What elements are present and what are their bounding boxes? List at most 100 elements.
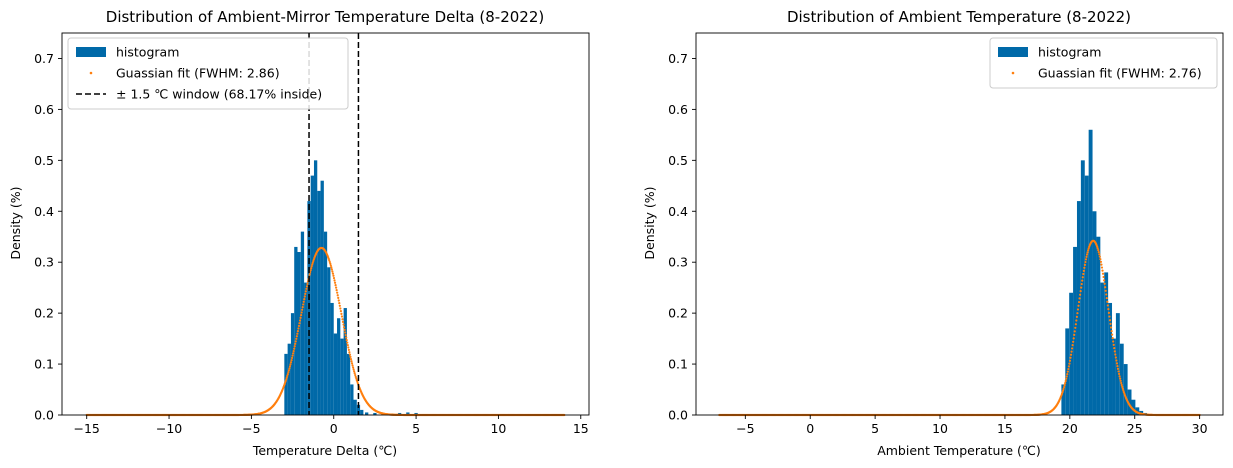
gaussian-fit-point <box>285 378 288 381</box>
gaussian-fit-point <box>347 348 350 352</box>
gaussian-fit-point <box>337 299 340 302</box>
gaussian-fit-point <box>289 361 293 364</box>
gaussian-fit-point <box>353 370 356 373</box>
y-tick-label: 0.3 <box>34 255 54 270</box>
gaussian-fit-point <box>1101 269 1104 272</box>
gaussian-fit-point <box>293 345 296 348</box>
gaussian-fit-point <box>1096 247 1099 250</box>
gaussian-fit-point <box>1076 308 1080 311</box>
gaussian-fit-point <box>285 376 288 379</box>
gaussian-fit-point <box>1099 260 1103 263</box>
histogram-bar <box>297 252 301 415</box>
gaussian-fit-point <box>1103 282 1106 285</box>
gaussian-fit-point <box>296 332 299 335</box>
gaussian-fit-point <box>1107 311 1111 314</box>
gaussian-fit-point <box>1109 326 1113 329</box>
histogram-bar <box>337 318 341 415</box>
gaussian-fit-point <box>1083 263 1087 266</box>
gaussian-fit-point <box>329 262 332 265</box>
gaussian-fit-point <box>329 264 332 267</box>
gaussian-fit-point <box>1081 276 1084 279</box>
gaussian-fit-point <box>1062 385 1066 389</box>
gaussian-fit-point <box>1098 253 1101 256</box>
x-tick-label: 20 <box>1062 421 1078 436</box>
y-tick-label: 0.2 <box>668 306 688 321</box>
gaussian-fit-point <box>1108 319 1112 322</box>
x-tick-label: 10 <box>490 421 506 436</box>
gaussian-fit-point <box>1103 279 1106 282</box>
gaussian-fit-point <box>1074 323 1077 326</box>
gaussian-fit-point <box>288 367 291 370</box>
gaussian-fit-point <box>1122 389 1125 392</box>
gaussian-fit-point <box>340 315 344 318</box>
gaussian-fit-point <box>1074 326 1077 329</box>
gaussian-fit-point <box>1061 389 1065 392</box>
gaussian-fit-point <box>1119 377 1122 380</box>
legend-label: ± 1.5 ℃ window (68.17% inside) <box>116 87 322 102</box>
gaussian-fit-point <box>298 319 302 322</box>
gaussian-fit-point <box>304 290 307 293</box>
gaussian-fit-point <box>1119 379 1122 382</box>
gaussian-fit-point <box>340 312 343 315</box>
gaussian-fit-point <box>1079 293 1082 296</box>
histogram-bar <box>1123 364 1128 415</box>
gaussian-fit-point <box>1069 356 1072 359</box>
gaussian-fit-point <box>294 340 297 343</box>
gaussian-fit-point <box>1073 333 1076 337</box>
gaussian-fit-point <box>1070 347 1074 350</box>
histogram-bar <box>1080 160 1085 415</box>
gaussian-fit-point <box>351 364 354 367</box>
gaussian-fit-point <box>1085 253 1089 256</box>
gaussian-fit-point <box>1066 373 1069 376</box>
gaussian-fit-point <box>303 295 306 298</box>
gaussian-fit-point <box>1077 304 1080 307</box>
gaussian-fit-point <box>1116 367 1120 370</box>
histogram-bar <box>300 231 305 415</box>
gaussian-fit-point <box>288 365 292 368</box>
histogram-bar <box>1119 343 1124 415</box>
histogram-bar <box>287 343 291 415</box>
histogram-bar <box>1112 338 1116 415</box>
gaussian-fit-point <box>352 368 355 371</box>
x-axis-label: Temperature Delta (℃) <box>252 443 397 458</box>
histogram-bar <box>1127 389 1132 415</box>
gaussian-fit-point <box>330 268 333 271</box>
histogram-bar <box>1131 399 1136 415</box>
gaussian-fit-point <box>342 326 346 329</box>
gaussian-fit-point <box>286 373 289 376</box>
plot-area: −5 0 5 10 15 20 25 30 0.0 0.1 0.2 0.3 0.4 0.5 0.6 0.7 hi… <box>668 32 1224 436</box>
histogram-bar <box>340 338 344 415</box>
y-tick-label: 0.6 <box>668 102 688 117</box>
gaussian-fit-point <box>303 298 306 301</box>
gaussian-fit-point <box>328 259 331 262</box>
histogram-bar <box>406 412 410 415</box>
histogram-bar <box>1061 384 1066 415</box>
x-tick-label: 5 <box>871 421 879 436</box>
histogram-bar <box>1108 302 1113 415</box>
gaussian-fit-point <box>1109 322 1112 325</box>
chart-ambient-temperature: Distribution of Ambient Temperature (8-2… <box>642 8 1224 458</box>
gaussian-fit-point <box>290 359 293 362</box>
gaussian-fit-point <box>306 282 309 285</box>
gaussian-fit-point <box>1070 350 1073 353</box>
x-tick-label: 15 <box>573 421 589 436</box>
histogram-bar <box>1076 201 1081 415</box>
histogram-bar <box>1084 175 1089 415</box>
legend: histogram Guassian fit (FWHM: 2.76) <box>989 37 1218 89</box>
histogram-bar <box>1088 129 1093 416</box>
gaussian-fit-point <box>1105 296 1108 300</box>
gaussian-fit-point <box>350 360 353 363</box>
histogram-bar <box>373 412 377 415</box>
gaussian-fit-point <box>1069 353 1073 356</box>
histogram-bar <box>1135 407 1140 415</box>
histogram-bar <box>317 190 321 415</box>
histogram-bar <box>360 409 364 415</box>
legend: histogram Guassian fit (FWHM: 2.86) ± 1.5 … <box>67 37 349 110</box>
histogram-bar <box>346 353 351 415</box>
gaussian-fit-point <box>330 266 333 269</box>
gaussian-fit-point <box>1102 275 1105 279</box>
gaussian-fit-point <box>292 349 295 353</box>
histogram-bar <box>1115 313 1120 415</box>
gaussian-fit-point <box>296 330 300 333</box>
